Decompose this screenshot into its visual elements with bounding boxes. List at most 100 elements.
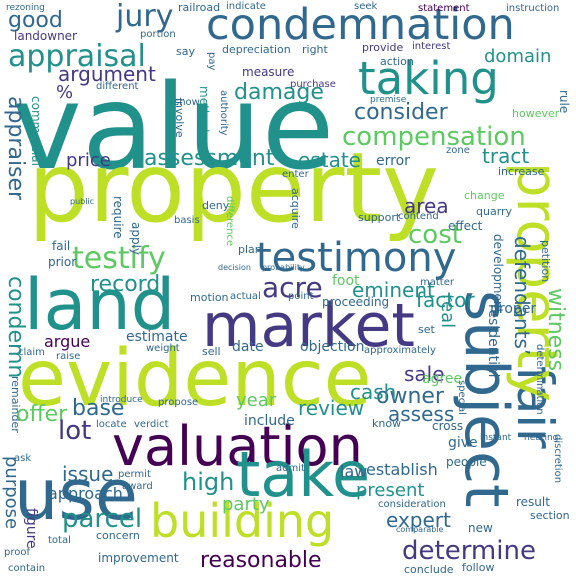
word-offer: offer [16, 402, 68, 427]
word-testify: testify [72, 241, 166, 276]
word-argument: argument [58, 62, 156, 86]
word-fail: fail [52, 239, 71, 253]
word-remainder: remainder [9, 376, 22, 433]
word-plan: plan [238, 243, 262, 256]
word-assess: assess [388, 402, 455, 426]
word-deny: deny [202, 199, 230, 212]
word-area: area [404, 194, 449, 218]
word-pay: pay [206, 52, 217, 71]
word-basis: basis [174, 215, 200, 226]
word-review: review [298, 396, 365, 420]
word-argue: argue [44, 332, 91, 351]
word-locate: locate [96, 419, 127, 430]
word-discretion: discretion [552, 434, 563, 484]
word-award: award [122, 481, 153, 492]
word-public: public [70, 197, 95, 206]
word-factor: factor [416, 288, 475, 312]
word-acre: acre [262, 271, 323, 304]
word-propose: propose [158, 397, 199, 408]
word-rule: rule [557, 90, 571, 114]
word-purchase: purchase [290, 79, 336, 90]
word-proceeding: proceeding [322, 295, 390, 309]
word-right: right [302, 43, 328, 56]
word-building: building [150, 494, 335, 548]
word-raise: raise [56, 351, 81, 362]
word-increase: increase [498, 165, 545, 178]
word-foot: foot [332, 273, 360, 289]
word-assessment: assessment [144, 146, 275, 171]
word-involve: involve [173, 98, 186, 138]
word-action: action [380, 55, 414, 68]
word-objection: objection [300, 339, 365, 355]
word-contend: contend [398, 211, 439, 222]
word-seek: seek [354, 1, 378, 12]
word-valuation: valuation [112, 415, 363, 478]
word-different: different [96, 81, 139, 92]
word-admit: admit [276, 463, 305, 474]
word-improvement: improvement [98, 551, 179, 565]
word-authority: authority [218, 90, 229, 136]
word-parcel: parcel [62, 504, 143, 534]
word-proof: proof [4, 547, 30, 558]
word-establish: establish [366, 460, 438, 479]
word-price: price [66, 150, 111, 171]
word-domain: domain [484, 46, 552, 67]
word-show: show [174, 97, 200, 108]
word-figure: figure [23, 508, 39, 549]
word-require: require [111, 196, 125, 239]
word-eminent: eminent [352, 278, 435, 302]
word-consideration: consideration [378, 499, 446, 510]
word-claim: claim [18, 347, 45, 358]
word-give: give [448, 435, 478, 451]
word-include: include [244, 413, 295, 429]
word-instant: instant [480, 433, 512, 443]
word-development: development [491, 234, 505, 314]
word-high: high [182, 468, 235, 496]
word-property-vertical: property [504, 162, 569, 402]
word-approach: approach [48, 484, 123, 503]
word-depreciation: depreciation [222, 43, 291, 56]
word-party: party [222, 494, 270, 515]
word-acquire: acquire [289, 188, 302, 229]
word-compensation: compensation [342, 122, 526, 152]
word-statement: statement [418, 3, 470, 14]
word-date: date [232, 339, 264, 355]
word-difference: difference [224, 196, 235, 247]
word-support: support [358, 211, 401, 224]
word-weight: weight [146, 343, 180, 354]
word-conclude: conclude [404, 563, 454, 576]
word-sell: sell [202, 345, 221, 358]
word-base: base [72, 396, 125, 421]
word-real: real [437, 294, 458, 329]
word-enter: enter [282, 169, 309, 180]
word-landowner: landowner [14, 29, 77, 43]
word-probability: probability [262, 263, 305, 272]
word-present: present [356, 480, 425, 501]
word-condemnation: condemnation [206, 0, 515, 50]
word-damage: damage [234, 80, 324, 105]
word-condemn: condemn [3, 276, 28, 379]
word-rezoning: rezoning [6, 3, 45, 13]
word-portion: portion [140, 29, 176, 40]
word-cash: cash [350, 380, 397, 404]
word-take: take [236, 438, 371, 511]
word-introduce: introduce [100, 395, 143, 405]
word-determine: determine [402, 536, 536, 566]
word-expert: expert [386, 508, 451, 532]
word-change: change [464, 189, 505, 202]
word-taking: taking [358, 52, 499, 105]
word-however: however [512, 107, 560, 120]
word-hearing: hearing [524, 433, 559, 443]
word-appraiser: appraiser [3, 96, 28, 201]
word-consider: consider [354, 100, 448, 125]
word-say: say [176, 45, 195, 58]
word-defendants: defendants’ [510, 236, 534, 356]
word-lot: lot [58, 416, 92, 446]
word-error: error [376, 153, 410, 169]
word-permit: permit [118, 469, 151, 480]
word-contain: contain [8, 563, 46, 574]
word-year: year [236, 390, 277, 411]
word-market: market [202, 291, 415, 361]
word-effect: effect [448, 219, 483, 233]
word-measure: measure [242, 65, 295, 79]
